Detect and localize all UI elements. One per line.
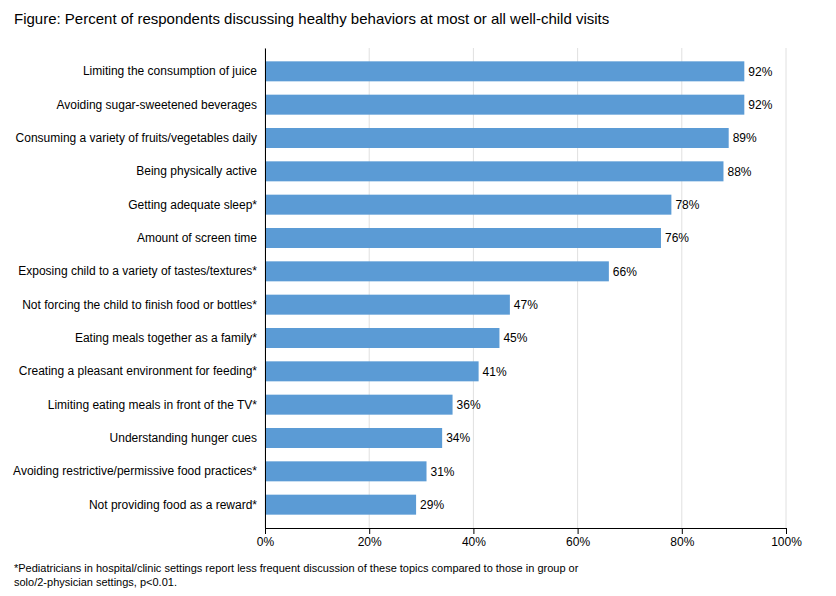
y-tick: Limiting the consumption of juice xyxy=(83,64,265,78)
bar xyxy=(265,428,442,448)
x-axis: 0% 20% 40% 60% 80% 100% xyxy=(257,528,802,549)
y-tick-label: Avoiding sugar-sweetened beverages xyxy=(56,98,257,112)
y-axis: Not providing food as a reward* Avoiding … xyxy=(13,49,265,529)
x-tick: 80% xyxy=(670,528,694,549)
data-label: 34% xyxy=(446,431,470,445)
x-tick-label: 0% xyxy=(257,535,275,549)
x-tick: 40% xyxy=(462,528,486,549)
y-tick: Eating meals together as a family* xyxy=(75,331,265,345)
x-tick-mark xyxy=(786,528,787,534)
footnote-line: solo/2-physician settings, p<0.01. xyxy=(14,576,177,588)
data-label: 92% xyxy=(748,65,772,79)
y-tick: Avoiding sugar-sweetened beverages xyxy=(56,98,265,112)
bar xyxy=(265,195,671,215)
bar xyxy=(265,95,744,115)
y-tick: Being physically active xyxy=(136,164,265,178)
data-label: 88% xyxy=(727,165,751,179)
y-tick: Getting adequate sleep* xyxy=(128,198,265,212)
y-tick: Exposing child to a variety of tastes/te… xyxy=(18,264,265,278)
y-tick: Creating a pleasant environment for feed… xyxy=(19,364,265,378)
x-tick: 20% xyxy=(358,528,382,549)
x-tick-mark xyxy=(682,528,683,534)
footnote-line: *Pediatricians in hospital/clinic settin… xyxy=(14,562,579,574)
y-tick-label: Not providing food as a reward* xyxy=(89,498,257,512)
grid-line xyxy=(265,48,266,528)
data-label: 92% xyxy=(748,98,772,112)
y-tick-label: Avoiding restrictive/permissive food pra… xyxy=(13,464,257,478)
y-tick-label: Being physically active xyxy=(136,164,257,178)
title: Figure: Percent of respondents discussin… xyxy=(14,10,609,27)
bar xyxy=(265,228,661,248)
bar xyxy=(265,328,499,348)
y-tick-label: Consuming a variety of fruits/vegetables… xyxy=(16,131,257,145)
data-labels: 29% 31% 34% 36% 41% 45% 47% 66% 76% 78% 88% 89% 92% 9… xyxy=(420,65,773,512)
y-tick-label: Exposing child to a variety of tastes/te… xyxy=(18,264,257,278)
x-tick-mark xyxy=(369,528,370,534)
data-label: 29% xyxy=(420,498,444,512)
x-tick-label: 60% xyxy=(566,535,590,549)
x-tick-mark xyxy=(473,528,474,534)
x-tick-label: 20% xyxy=(358,535,382,549)
x-tick-label: 80% xyxy=(670,535,694,549)
x-axis-line xyxy=(266,528,787,529)
chart: Figure: Percent of respondents discussin… xyxy=(0,0,836,596)
x-tick: 60% xyxy=(566,528,590,549)
footnote: *Pediatricians in hospital/clinic settin… xyxy=(14,562,579,588)
x-tick-label: 100% xyxy=(771,535,802,549)
y-tick-label: Not forcing the child to finish food or … xyxy=(22,298,257,312)
bar xyxy=(265,395,453,415)
data-label: 76% xyxy=(665,231,689,245)
data-label: 31% xyxy=(431,465,455,479)
bars xyxy=(265,61,744,514)
data-label: 66% xyxy=(613,265,637,279)
data-label: 89% xyxy=(733,131,757,145)
y-tick-label: Amount of screen time xyxy=(137,231,257,245)
y-tick: Consuming a variety of fruits/vegetables… xyxy=(16,131,265,145)
y-tick-label: Understanding hunger cues xyxy=(110,431,257,445)
bar xyxy=(265,361,479,381)
bar xyxy=(265,495,416,515)
grid xyxy=(265,48,786,528)
x-tick-mark xyxy=(265,528,266,534)
grid-line xyxy=(681,48,682,528)
y-tick-label: Limiting eating meals in front of the TV… xyxy=(48,398,258,412)
bar xyxy=(265,61,744,81)
y-tick-label: Eating meals together as a family* xyxy=(75,331,257,345)
bar xyxy=(265,261,609,281)
plot: 0% 20% 40% 60% 80% 100% Not providing food as … xyxy=(13,48,802,549)
data-label: 78% xyxy=(675,198,699,212)
y-tick: Understanding hunger cues xyxy=(110,431,265,445)
data-label: 47% xyxy=(514,298,538,312)
bar xyxy=(265,295,510,315)
y-tick: Amount of screen time xyxy=(137,231,265,245)
y-tick: Not forcing the child to finish food or … xyxy=(22,298,265,312)
y-tick: Avoiding restrictive/permissive food pra… xyxy=(13,464,265,478)
data-label: 41% xyxy=(483,365,507,379)
x-tick-mark xyxy=(578,528,579,534)
y-tick-label: Getting adequate sleep* xyxy=(128,198,257,212)
x-tick: 0% xyxy=(257,528,275,549)
grid-line xyxy=(786,48,787,528)
x-tick-label: 40% xyxy=(462,535,486,549)
y-tick: Not providing food as a reward* xyxy=(89,498,265,512)
grid-line xyxy=(473,48,474,528)
grid-line xyxy=(369,48,370,528)
y-tick-label: Creating a pleasant environment for feed… xyxy=(19,364,257,378)
data-label: 36% xyxy=(457,398,481,412)
grid-line xyxy=(577,48,578,528)
bar xyxy=(265,161,723,181)
y-tick-label: Limiting the consumption of juice xyxy=(83,64,257,78)
bar xyxy=(265,461,427,481)
y-tick: Limiting eating meals in front of the TV… xyxy=(48,398,265,412)
x-tick: 100% xyxy=(771,528,802,549)
bar xyxy=(265,128,729,148)
data-label: 45% xyxy=(503,331,527,345)
y-axis-line xyxy=(265,49,266,529)
